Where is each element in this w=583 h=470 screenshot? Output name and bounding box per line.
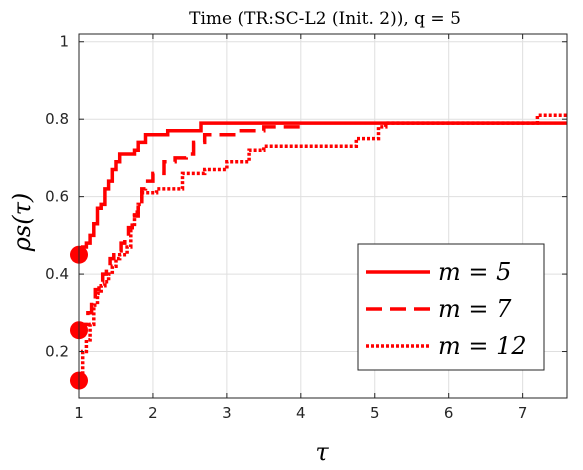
x-tick-label: 4 [296,404,306,422]
x-tick-label: 6 [444,404,454,422]
x-tick-label: 1 [74,404,84,422]
series-layer [70,113,567,390]
y-tick-label: 0.6 [45,188,69,206]
x-tick-label: 7 [518,404,528,422]
y-tick-label: 0.2 [45,343,69,361]
y-tick-label: 0.4 [45,265,69,283]
y-tick-label: 0.8 [45,110,69,128]
legend-label-2: m = 7 [438,295,512,323]
x-tick-label: 5 [370,404,380,422]
x-tick-label: 3 [222,404,232,422]
series-line-1 [79,121,567,257]
plot-frame [78,33,568,399]
legend-label-3: m = 12 [438,332,527,360]
legend-label-1: m = 5 [438,258,511,286]
chart-title: Time (TR:SC-L2 (Init. 2)), q = 5 [189,9,461,29]
x-axis-label: τ [315,438,329,466]
x-tick-label: 2 [148,404,158,422]
legend: m = 5 m = 7 m = 12 [357,243,545,371]
series-line-3 [79,113,567,383]
series-line-2 [79,125,301,332]
legend-box [357,243,545,371]
ticks: 1 2 3 4 5 6 7 0.2 0.4 0.6 0.8 1 [45,33,567,422]
grid [78,34,567,398]
y-tick-label: 1 [59,33,69,51]
y-axis-label: ρs(τ) [8,193,36,252]
